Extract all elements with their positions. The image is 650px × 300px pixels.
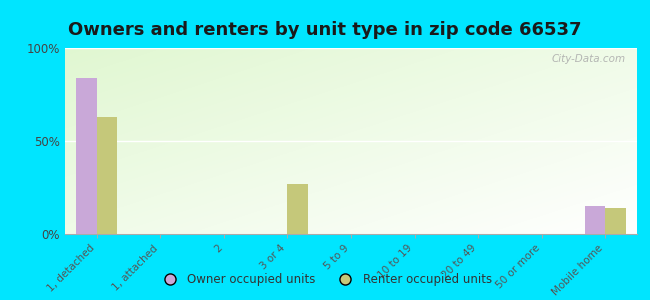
- Text: City-Data.com: City-Data.com: [551, 54, 625, 64]
- Bar: [605, 208, 625, 234]
- Bar: [585, 206, 605, 234]
- Bar: [97, 117, 117, 234]
- Legend: Owner occupied units, Renter occupied units: Owner occupied units, Renter occupied un…: [153, 269, 497, 291]
- Text: Owners and renters by unit type in zip code 66537: Owners and renters by unit type in zip c…: [68, 21, 582, 39]
- Bar: [287, 184, 308, 234]
- Bar: [77, 78, 97, 234]
